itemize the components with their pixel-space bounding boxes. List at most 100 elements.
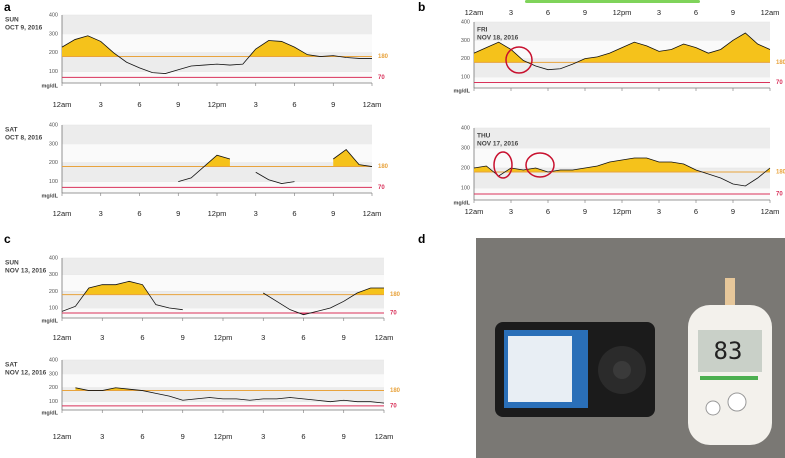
x-tick-label: 3: [509, 8, 513, 17]
panel-label: d: [418, 232, 425, 246]
panel-label: a: [4, 0, 11, 14]
chart: 100 200 300 400 12am 3 6 9 12pm 3 6 9 12am 180 70 SATNO…: [5, 357, 401, 441]
chart-title: SUN: [5, 260, 19, 267]
x-tick-label: 12am: [53, 333, 72, 342]
chart: 100 200 300 400 12am 3 6 9 12pm 3 6 9 12am 180 70 FRINO…: [454, 8, 785, 94]
chart-subtitle: OCT 9, 2016: [5, 25, 43, 32]
x-tick-label: 9: [176, 209, 180, 218]
grid-band: [62, 15, 372, 34]
threshold-label: 70: [378, 185, 385, 191]
y-tick-label: 300: [49, 31, 58, 37]
x-tick-label: 9: [176, 100, 180, 109]
x-tick-label: 12am: [363, 209, 382, 218]
meter-button: [705, 400, 721, 416]
x-tick-label: 12am: [53, 100, 72, 109]
x-tick-label: 6: [301, 333, 305, 342]
x-tick-label: 12pm: [208, 209, 227, 218]
chart-subtitle: OCT 8, 2016: [5, 135, 43, 142]
grid-band: [62, 52, 372, 72]
threshold-label: 70: [776, 192, 783, 198]
grid-band: [62, 387, 384, 402]
high-fill: [474, 158, 770, 172]
x-tick-label: 3: [100, 333, 104, 342]
x-tick-label: 12am: [375, 333, 394, 342]
y-tick-label: 300: [49, 141, 58, 147]
threshold-label: 180: [776, 170, 785, 176]
y-axis-label: mg/dL: [42, 83, 59, 89]
threshold-label: 180: [378, 164, 389, 170]
x-tick-label: 6: [140, 432, 144, 441]
chart: 100 200 300 400 12am 3 6 9 12pm 3 6 9 12am 180 70 SATOC…: [5, 122, 389, 218]
x-tick-label: 3: [657, 8, 661, 17]
y-tick-label: 100: [49, 399, 58, 405]
y-tick-label: 400: [461, 125, 470, 131]
y-axis-label: mg/dL: [42, 410, 59, 416]
device-photo: 83: [476, 238, 785, 458]
x-tick-label: 6: [694, 8, 698, 17]
y-tick-label: 100: [49, 69, 58, 75]
meter-screen: [698, 330, 762, 372]
grid-band: [62, 258, 384, 275]
y-tick-label: 100: [49, 305, 58, 311]
x-tick-label: 9: [331, 209, 335, 218]
y-tick-label: 200: [49, 289, 58, 295]
y-tick-label: 300: [461, 38, 470, 44]
threshold-label: 180: [776, 60, 785, 66]
y-tick-label: 300: [461, 145, 470, 151]
x-tick-label: 12am: [465, 207, 484, 216]
meter-reading: 83: [714, 337, 743, 365]
y-axis-label: mg/dL: [454, 88, 471, 94]
high-fill: [333, 149, 372, 167]
threshold-label: 180: [390, 388, 401, 394]
panel-label: c: [4, 232, 11, 246]
x-tick-label: 12am: [465, 8, 484, 17]
y-tick-label: 400: [49, 255, 58, 261]
x-tick-label: 6: [292, 209, 296, 218]
chart: 100 200 300 400 12am 3 6 9 12pm 3 6 9 12am 180 70 THUNO…: [454, 125, 785, 216]
threshold-label: 70: [378, 75, 385, 81]
chart-title: SAT: [5, 362, 18, 369]
grid-band: [62, 291, 384, 308]
y-tick-label: 300: [49, 272, 58, 278]
chart: 100 200 300 400 12am 3 6 9 12pm 3 6 9 12am 180 70 SUNNO…: [5, 255, 401, 342]
x-tick-label: 3: [254, 209, 258, 218]
threshold-label: 70: [390, 403, 397, 409]
threshold-label: 70: [776, 80, 783, 86]
y-tick-label: 400: [49, 12, 58, 18]
chart-subtitle: NOV 17, 2016: [477, 141, 519, 148]
y-axis-label: mg/dL: [454, 200, 471, 206]
y-tick-label: 200: [461, 56, 470, 62]
x-tick-label: 12pm: [613, 8, 632, 17]
panel-label: b: [418, 0, 425, 14]
x-tick-label: 6: [140, 333, 144, 342]
x-tick-label: 6: [292, 100, 296, 109]
x-tick-label: 9: [731, 207, 735, 216]
x-tick-label: 3: [99, 209, 103, 218]
x-tick-label: 3: [261, 432, 265, 441]
annotation-circle: [493, 151, 513, 179]
grid-band: [474, 168, 770, 188]
x-tick-label: 12pm: [208, 100, 227, 109]
high-fill: [474, 33, 770, 63]
x-tick-label: 12pm: [613, 207, 632, 216]
threshold-label: 180: [378, 54, 389, 60]
meter-button: [727, 392, 747, 412]
y-tick-label: 100: [49, 179, 58, 185]
threshold-label: 70: [390, 311, 397, 317]
x-tick-label: 12am: [53, 209, 72, 218]
x-tick-label: 9: [181, 432, 185, 441]
glucose-line: [473, 32, 771, 71]
test-strip: [725, 278, 735, 314]
chart-subtitle: NOV 18, 2016: [477, 35, 519, 42]
x-tick-label: 6: [546, 8, 550, 17]
x-tick-label: 3: [99, 100, 103, 109]
chart-title: SUN: [5, 17, 19, 24]
x-tick-label: 9: [731, 8, 735, 17]
y-tick-label: 300: [49, 371, 58, 377]
x-tick-label: 9: [342, 333, 346, 342]
annotation-circle: [505, 46, 533, 74]
x-tick-label: 12pm: [214, 432, 233, 441]
x-tick-label: 12am: [761, 207, 780, 216]
receiver-button: [613, 361, 631, 379]
chart-title: SAT: [5, 127, 18, 134]
